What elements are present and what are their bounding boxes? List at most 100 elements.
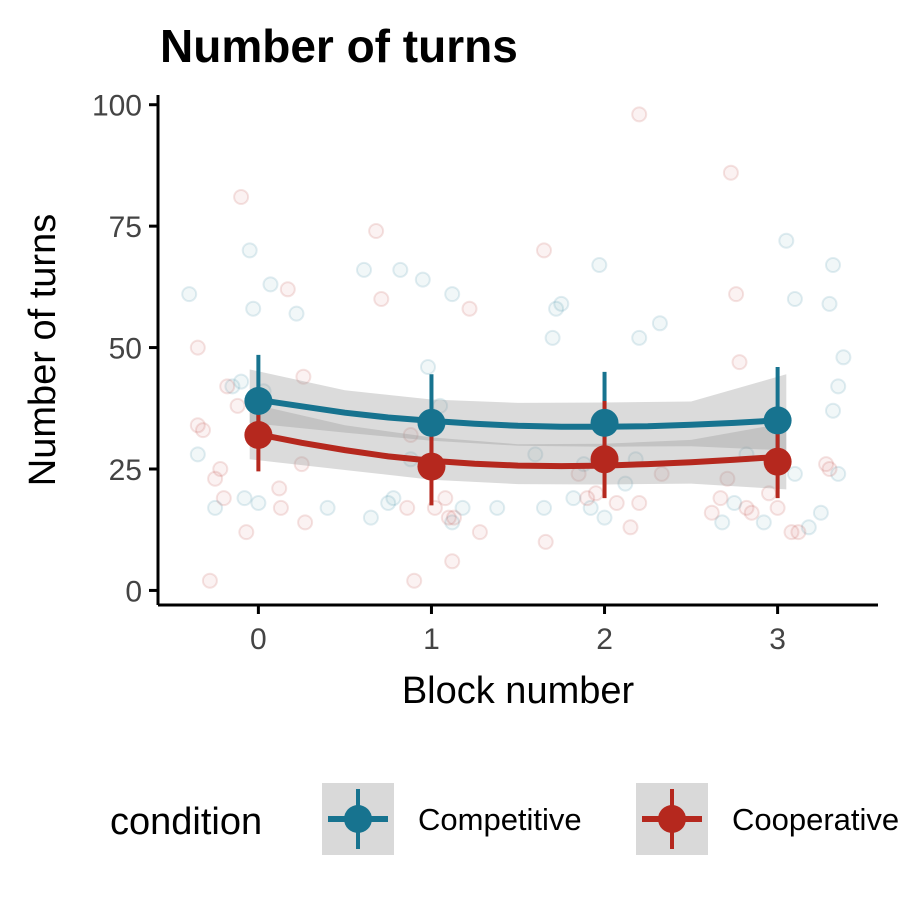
data-point-cooperative-16 [297,514,314,531]
chart-title: Number of turns [160,20,518,72]
legend-label-cooperative: Cooperative [732,802,899,837]
data-point-cooperative-42 [722,164,739,181]
data-point-competitive-35 [596,509,613,526]
data-point-competitive-13 [356,261,372,278]
data-point-competitive-8 [250,495,267,511]
x-axis-label: Block number [402,670,635,712]
data-point-cooperative-20 [402,427,419,443]
data-point-competitive-5 [236,490,253,507]
data-point-competitive-27 [536,499,552,516]
data-point-cooperative-26 [444,553,461,570]
data-point-cooperative-18 [373,291,390,307]
data-point-competitive-7 [245,300,262,317]
data-point-cooperative-4 [207,470,224,487]
data-point-cooperative-7 [219,378,236,395]
data-point-cooperative-51 [818,456,835,473]
data-point-competitive-20 [420,359,436,375]
data-point-competitive-22 [444,514,461,531]
data-point-competitive-10 [262,276,279,293]
data-point-competitive-34 [591,257,608,273]
data-point-cooperative-5 [212,461,229,477]
confidence-band-competitive [249,369,787,451]
mean-point-competitive-3 [763,406,792,435]
data-point-cooperative-34 [608,495,625,511]
data-point-competitive-28 [544,329,561,346]
data-point-cooperative-41 [719,470,736,487]
mean-point-competitive-0 [244,387,273,415]
y-tick-label-0: 0 [125,575,142,608]
x-tick-label-3: 3 [769,623,786,656]
legend-title: condition [110,801,262,843]
data-point-cooperative-38 [653,465,670,482]
legend-label-competitive: Competitive [418,802,582,837]
data-point-competitive-19 [414,271,431,288]
data-point-competitive-0 [181,286,198,303]
data-point-cooperative-28 [471,524,488,541]
data-point-cooperative-29 [536,242,552,259]
data-point-cooperative-37 [631,106,648,123]
data-point-competitive-41 [726,495,743,511]
y-tick-label-75: 75 [109,211,142,244]
data-point-competitive-12 [319,499,336,516]
data-point-cooperative-43 [728,286,745,303]
data-point-competitive-15 [380,495,397,511]
data-point-competitive-53 [835,349,852,366]
data-point-cooperative-32 [579,490,596,507]
data-point-competitive-6 [241,242,258,259]
data-point-cooperative-12 [272,499,289,516]
data-point-cooperative-17 [368,223,385,239]
data-point-cooperative-15 [295,368,312,385]
data-point-competitive-17 [392,261,409,278]
data-point-cooperative-52 [821,461,838,477]
data-point-cooperative-6 [215,490,232,507]
data-point-competitive-33 [582,499,599,516]
y-tick-label-50: 50 [109,333,142,366]
data-point-cooperative-33 [587,485,604,502]
data-point-competitive-4 [233,373,250,390]
data-point-cooperative-8 [229,397,246,414]
data-point-competitive-51 [825,257,841,273]
data-point-competitive-26 [527,446,544,463]
legend-key-point-competitive [344,805,372,833]
data-point-competitive-1 [189,446,206,463]
data-point-competitive-36 [617,475,634,492]
mean-point-competitive-2 [590,408,619,437]
data-point-cooperative-49 [783,524,800,541]
legend: condition Competitive Cooperative [110,783,899,855]
data-point-competitive-29 [548,300,565,317]
data-point-cooperative-25 [446,509,462,526]
data-point-competitive-44 [778,232,795,249]
x-tick-label-1: 1 [423,623,440,656]
fit-line-competitive [246,395,790,430]
data-point-competitive-40 [714,514,731,531]
legend-key-point-cooperative [658,805,686,833]
data-point-competitive-47 [800,519,817,536]
data-point-cooperative-36 [631,495,648,511]
data-point-competitive-23 [454,499,471,516]
mean-point-cooperative-1 [417,452,446,481]
mean-point-cooperative-0 [244,421,273,449]
data-point-competitive-38 [631,329,648,346]
data-point-cooperative-45 [738,499,755,516]
data-point-cooperative-23 [437,490,454,507]
data-point-cooperative-13 [279,281,296,298]
data-point-competitive-2 [207,499,224,516]
data-point-competitive-48 [812,504,829,521]
x-tick-label-2: 2 [596,623,613,656]
mean-point-cooperative-3 [763,447,792,476]
data-point-cooperative-10 [238,524,255,541]
data-point-cooperative-3 [201,572,218,589]
data-point-cooperative-2 [195,422,211,439]
data-point-competitive-43 [755,514,772,531]
data-point-cooperative-21 [406,572,423,589]
plot-area: 0 25 50 75 100 0 1 2 3 [92,90,878,656]
data-point-cooperative-44 [731,354,748,371]
data-point-cooperative-50 [790,524,807,541]
data-point-competitive-14 [362,509,379,526]
y-axis-label: Number of turns [22,214,64,486]
data-point-cooperative-19 [399,499,416,516]
data-point-cooperative-9 [233,189,250,205]
data-point-competitive-39 [651,315,668,332]
data-point-cooperative-30 [537,533,554,550]
